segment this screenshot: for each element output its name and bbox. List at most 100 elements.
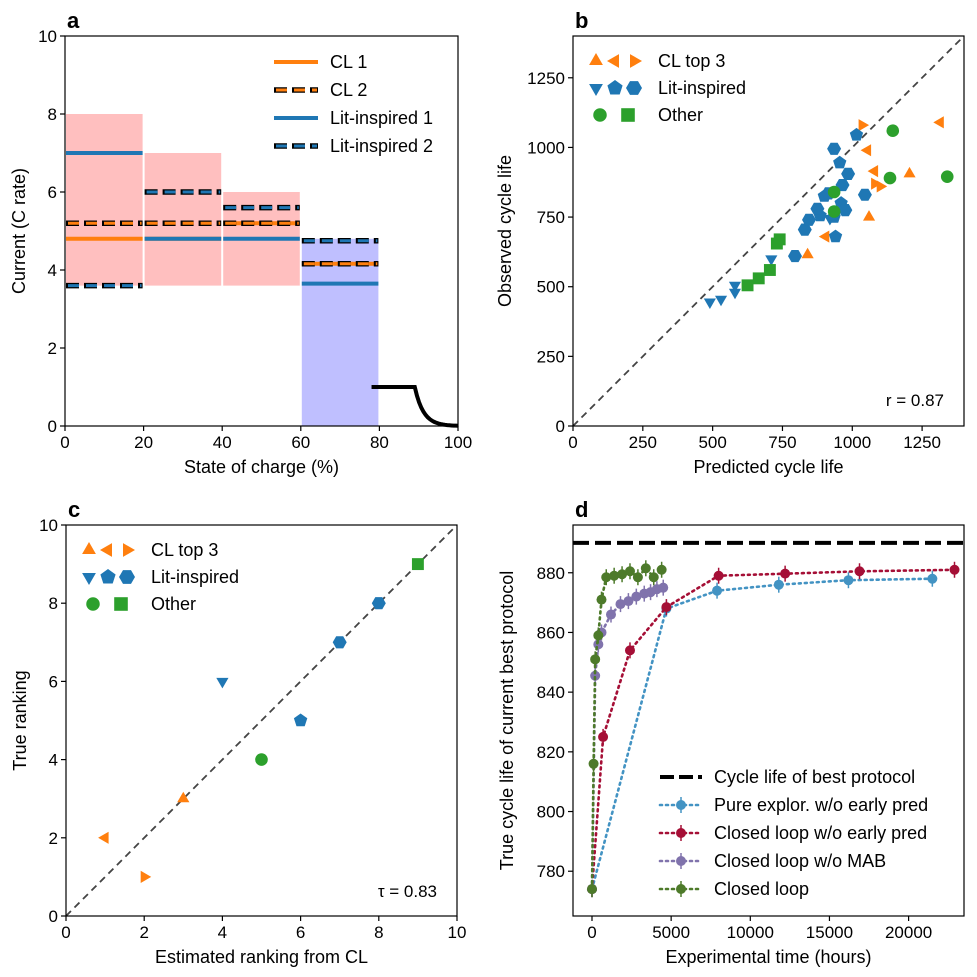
legend-label: Closed loop w/o MAB — [714, 851, 886, 871]
x-tick-label: 0 — [587, 923, 596, 942]
data-point — [741, 279, 754, 292]
legend-label: Pure explor. w/o early pred — [714, 795, 928, 815]
y-tick-label: 750 — [537, 208, 565, 227]
legend-marker — [630, 54, 642, 68]
data-point — [843, 575, 854, 586]
data-point — [863, 210, 876, 221]
x-tick-label: 60 — [291, 433, 310, 452]
data-point — [849, 127, 864, 141]
correlation-annotation: r = 0.87 — [886, 391, 944, 410]
data-point — [827, 205, 841, 218]
data-point — [728, 281, 741, 293]
x-tick-label: 0 — [60, 433, 69, 452]
axes-frame — [572, 35, 965, 427]
legend-marker — [123, 543, 135, 557]
x-tick-label: 8 — [374, 923, 383, 942]
legend-label: Closed loop — [714, 879, 809, 899]
legend-marker — [100, 543, 112, 557]
identity-line — [65, 524, 458, 917]
x-axis-label: Predicted cycle life — [693, 457, 843, 477]
data-point — [658, 582, 669, 593]
x-tick-label: 80 — [370, 433, 389, 452]
x-tick-label: 2 — [139, 923, 148, 942]
legend-marker — [114, 597, 128, 611]
y-tick-label: 820 — [537, 743, 565, 762]
legend-label: Lit-inspired 1 — [330, 108, 433, 128]
x-tick-label: 20 — [134, 433, 153, 452]
data-point — [216, 677, 229, 689]
panel-label: b — [575, 8, 588, 33]
data-point — [841, 167, 856, 180]
data-point — [818, 230, 830, 243]
data-point — [713, 570, 724, 581]
axes-frame — [65, 524, 458, 917]
data-point — [854, 566, 865, 577]
y-tick-label: 8 — [49, 594, 58, 613]
legend-marker — [119, 570, 135, 584]
y-tick-label: 6 — [48, 183, 57, 202]
y-tick-label: 8 — [48, 105, 57, 124]
data-point — [728, 288, 741, 300]
panel-a: 0 20 40 60 80 100 0 2 4 6 8 10 State of charge (%) Cu… — [9, 8, 472, 477]
legend-label: Cycle life of best protocol — [714, 767, 915, 787]
y-tick-label: 2 — [49, 829, 58, 848]
data-point — [765, 255, 778, 266]
legend-marker — [607, 80, 623, 95]
data-point — [940, 170, 954, 183]
x-tick-label: 5000 — [652, 923, 690, 942]
legend-marker — [676, 800, 686, 810]
legend-marker — [676, 828, 686, 838]
legend-marker — [82, 542, 96, 554]
data-point — [609, 570, 620, 581]
data-point — [615, 599, 626, 610]
x-tick-label: 6 — [296, 923, 305, 942]
data-point — [838, 204, 853, 217]
y-tick-label: 2 — [48, 339, 57, 358]
legend-label: Lit-inspired — [151, 567, 239, 587]
y-tick-label: 10 — [38, 27, 57, 46]
shaded-region — [144, 153, 222, 286]
legend-marker — [626, 81, 642, 95]
data-point — [773, 233, 786, 246]
data-point — [656, 564, 667, 575]
data-point — [903, 166, 916, 178]
y-axis-label: True ranking — [10, 670, 30, 770]
data-point — [949, 564, 960, 575]
legend-marker — [607, 54, 619, 68]
legend-label: CL 2 — [330, 80, 367, 100]
data-point — [867, 165, 879, 178]
data-point — [661, 602, 672, 613]
data-point — [177, 791, 190, 803]
legend-label: CL 1 — [330, 52, 367, 72]
x-tick-label: 4 — [218, 923, 227, 942]
data-point — [631, 591, 642, 602]
data-point — [857, 188, 872, 201]
data-point — [293, 713, 308, 727]
legend-label: Other — [658, 105, 703, 125]
y-tick-label: 880 — [537, 564, 565, 583]
series-line — [590, 568, 956, 891]
legend-marker — [82, 573, 96, 585]
y-tick-label: 0 — [48, 417, 57, 436]
axes-frame — [64, 35, 459, 427]
data-point — [632, 572, 643, 583]
data-point — [617, 569, 628, 580]
x-tick-label: 10000 — [727, 923, 774, 942]
y-tick-label: 10 — [39, 516, 58, 535]
data-point — [703, 298, 716, 309]
panel-c: 0 2 4 6 8 10 0 2 4 6 8 10 Estimated ranking from CL T… — [10, 497, 466, 967]
data-point — [833, 155, 847, 169]
x-tick-label: 250 — [629, 433, 657, 452]
data-point — [332, 636, 347, 649]
series-line — [590, 577, 934, 891]
y-axis-label: Observed cycle life — [495, 155, 515, 307]
x-axis-label: State of charge (%) — [184, 457, 339, 477]
y-tick-label: 6 — [49, 672, 58, 691]
y-tick-label: 1000 — [527, 138, 565, 157]
data-point — [860, 144, 872, 157]
data-point — [933, 116, 944, 129]
data-point — [601, 572, 612, 583]
legend-label: Other — [151, 594, 196, 614]
x-tick-label: 0 — [61, 923, 70, 942]
